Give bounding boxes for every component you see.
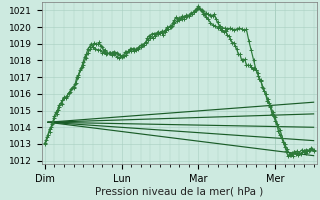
X-axis label: Pression niveau de la mer( hPa ): Pression niveau de la mer( hPa ) <box>95 187 263 196</box>
